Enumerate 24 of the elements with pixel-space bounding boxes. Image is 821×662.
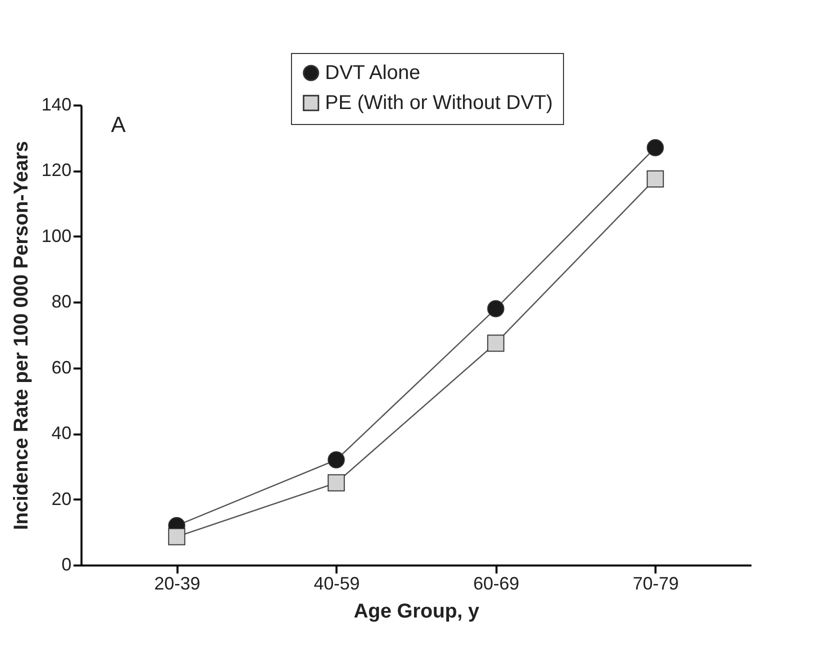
x-tick-label: 40-59: [314, 574, 360, 594]
y-tick-label: 100: [41, 226, 72, 246]
x-tick-label: 60-69: [473, 574, 520, 594]
y-tick-label: 40: [51, 423, 72, 444]
point: [328, 451, 345, 468]
y-tick-label: 80: [51, 292, 72, 312]
y-tick-label: 60: [51, 357, 72, 378]
y-tick-label: 20: [51, 488, 72, 509]
point: [328, 474, 345, 492]
y-tick-label: 140: [41, 94, 72, 114]
y-axis-title: Incidence Rate per 100 000 Person-Years: [10, 140, 32, 530]
point: [487, 334, 504, 352]
annotation: A: [111, 112, 126, 137]
legend-label: PE (With or Without DVT): [325, 92, 553, 114]
x-axis-title: Age Group, y: [354, 600, 480, 622]
x-tick-label: 20-39: [154, 574, 200, 594]
point: [168, 528, 186, 546]
y-tick-label: 0: [61, 554, 72, 574]
point: [487, 300, 504, 318]
y-tick-label: 120: [41, 160, 72, 180]
point: [646, 139, 664, 156]
point: [646, 170, 664, 188]
legend-label: DVT Alone: [325, 62, 420, 84]
x-tick-label: 70-79: [632, 574, 679, 594]
